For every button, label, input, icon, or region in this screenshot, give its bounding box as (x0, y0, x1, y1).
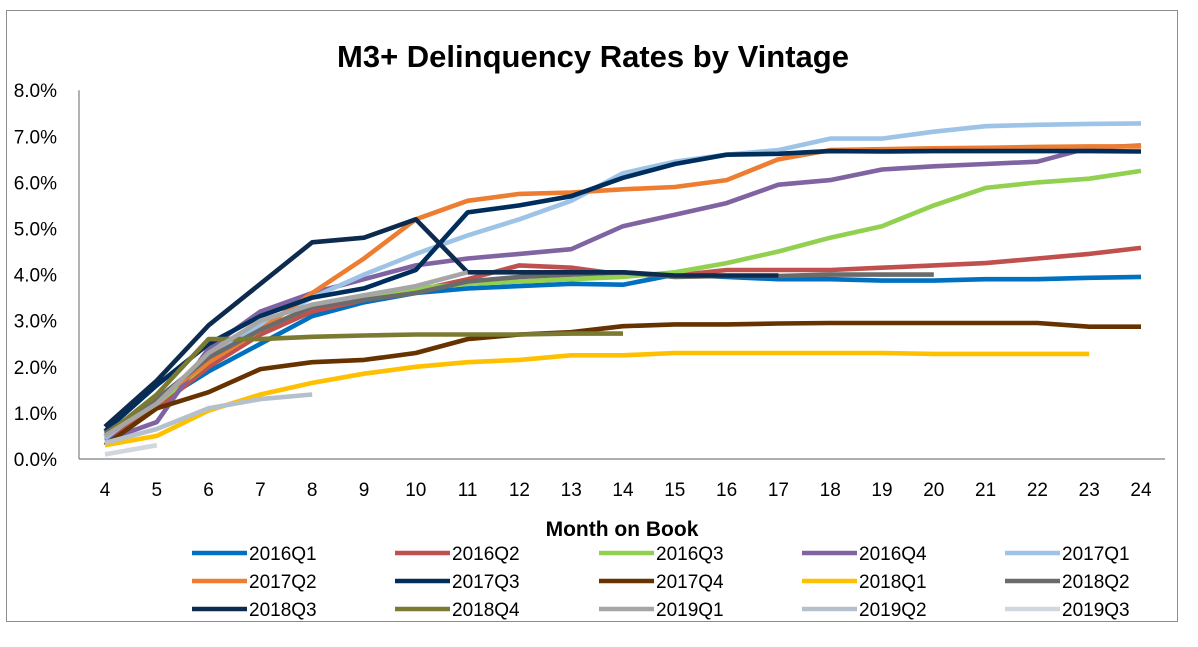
series-line-2018q3 (103, 217, 779, 429)
legend-label-2017q2: 2017Q2 (249, 572, 317, 593)
x-tick-label: 19 (871, 480, 892, 501)
x-tick-label: 14 (612, 480, 634, 501)
legend-label-2016q2: 2016Q2 (452, 544, 520, 565)
y-tick-label: 1.0% (14, 404, 57, 425)
x-tick-label: 7 (255, 480, 266, 501)
x-tick-label: 6 (203, 480, 214, 501)
series-line-2018q1 (104, 350, 1090, 448)
legend-label-2016q4: 2016Q4 (859, 544, 927, 565)
legend-label-2019q3: 2019Q3 (1062, 600, 1130, 621)
axes: 0.0% 1.0% 2.0% 3.0% 4.0% 5.0% 6.0% 7.0% 8.0% 4 5 6 7… (14, 81, 1165, 501)
series-line-2017q3 (103, 148, 1142, 434)
y-tick-label: 3.0% (14, 312, 57, 333)
legend-label-2017q4: 2017Q4 (656, 572, 724, 593)
x-tick-label: 21 (975, 480, 996, 501)
x-tick-label: 20 (923, 480, 944, 501)
x-tick-label: 12 (509, 480, 530, 501)
x-tick-label: 15 (664, 480, 685, 501)
legend-label-2016q3: 2016Q3 (656, 544, 724, 565)
chart-svg: M3+ Delinquency Rates by Vintage 0.0% 1.0… (14, 39, 1165, 621)
series-line-2019q3 (104, 442, 158, 457)
x-tick-label: 16 (716, 480, 737, 501)
series-line-2018q4 (103, 331, 623, 438)
x-tick-label: 8 (307, 480, 318, 501)
legend-label-2018q1: 2018Q1 (859, 572, 927, 593)
chart-title: M3+ Delinquency Rates by Vintage (337, 39, 849, 74)
legend-label-2018q3: 2018Q3 (249, 600, 317, 621)
y-tick-label: 2.0% (14, 358, 57, 379)
y-tick-label: 7.0% (14, 127, 57, 148)
y-tick-label: 8.0% (14, 81, 57, 102)
x-tick-label: 10 (405, 480, 426, 501)
chart-frame: M3+ Delinquency Rates by Vintage 0.0% 1.0… (6, 10, 1178, 622)
x-tick-label: 5 (152, 480, 163, 501)
legend-label-2018q4: 2018Q4 (452, 600, 520, 621)
legend-label-2017q1: 2017Q1 (1062, 544, 1130, 565)
x-tick-label: 18 (820, 480, 841, 501)
x-tick-label: 17 (768, 480, 789, 501)
y-tick-label: 6.0% (14, 173, 57, 194)
x-tick-label: 22 (1027, 480, 1048, 501)
legend: 2016Q1 2016Q2 2016Q3 2016Q4 2017Q1 2017Q2 2017… (192, 544, 1130, 621)
x-axis-title: Month on Book (546, 518, 699, 541)
y-tick-label: 4.0% (14, 266, 57, 287)
series-line-2016q1 (103, 272, 1142, 438)
series-line-2016q4 (104, 143, 1142, 443)
x-tick-label: 11 (458, 480, 478, 501)
x-tick-label: 13 (561, 480, 582, 501)
series-layer (103, 121, 1142, 457)
x-tick-label: 23 (1079, 480, 1100, 501)
legend-label-2019q2: 2019Q2 (859, 600, 927, 621)
x-tick-label: 9 (359, 480, 370, 501)
series-line-2019q1 (103, 270, 469, 438)
series-line-2019q2 (104, 392, 313, 446)
legend-label-2016q1: 2016Q1 (249, 544, 317, 565)
x-tick-label: 24 (1130, 480, 1152, 501)
y-tick-label: 0.0% (14, 450, 57, 471)
series-line-2017q4 (103, 320, 1141, 448)
legend-label-2017q3: 2017Q3 (452, 572, 520, 593)
legend-label-2019q1: 2019Q1 (656, 600, 724, 621)
x-tick-label: 4 (100, 480, 111, 501)
legend-label-2018q2: 2018Q2 (1062, 572, 1130, 593)
y-tick-label: 5.0% (14, 220, 57, 241)
